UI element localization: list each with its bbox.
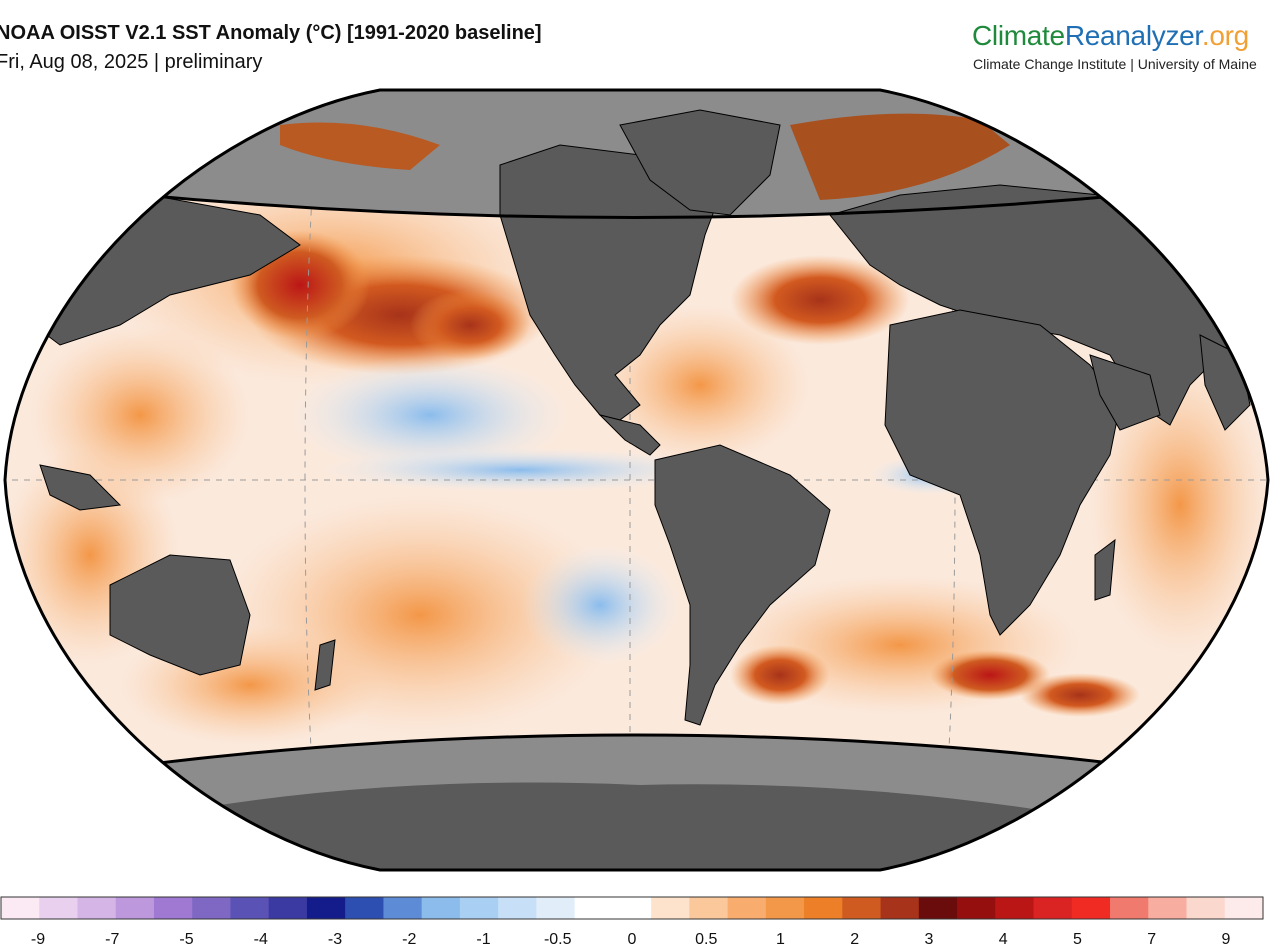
colorbar-swatch [39,897,78,919]
colorbar-tick-label: -1 [476,931,490,948]
colorbar-swatch [1071,897,1111,919]
colorbar-tick-label: 0.5 [695,931,717,948]
arabia [1089,354,1161,431]
indonesia [39,464,122,511]
colorbar-swatch [345,897,384,919]
colorbar-tick-label: 4 [999,931,1008,948]
colorbar-ticks: -9 -7 -5 -4 -3 -2 -1 -0.5 0 0.5 1 2 3 4 5 7 9 [31,931,1231,948]
sst-anomaly-map [3,88,1270,872]
colorbar-tick-label: -4 [254,931,268,948]
colorbar-tick-label: -7 [105,931,119,948]
africa [884,309,1121,636]
madagascar [1094,538,1116,601]
colorbar-tick-label: 9 [1222,931,1231,948]
colorbar-swatch [689,897,729,919]
colorbar-tick-label: -3 [328,931,342,948]
colorbar-swatch [498,897,537,919]
colorbar-swatch [1033,897,1073,919]
south-america [654,444,831,726]
colorbar-tick-label: -9 [31,931,45,948]
colorbar: -9 -7 -5 -4 -3 -2 -1 -0.5 0 0.5 1 2 3 4 5 7 9 [0,896,1264,948]
colorbar-swatch [957,897,996,919]
colorbar-frame [0,896,1264,920]
colorbar-tick-label: 3 [925,931,934,948]
map-subtitle: Fri, Aug 08, 2025 | preliminary [0,51,263,73]
colorbar-swatch [765,897,805,919]
brand-subtitle: Climate Change Institute | University of… [973,56,1257,72]
colorbar-swatch [1186,897,1226,919]
colorbar-tick-label: -5 [179,931,193,948]
colorbar-swatch [306,897,346,919]
colorbar-swatch [1148,897,1188,919]
colorbar-tick-label: 1 [776,931,785,948]
colorbar-swatch [268,897,308,919]
colorbar-tick-label: 7 [1147,931,1156,948]
colorbar-swatch [115,897,155,919]
colorbar-swatch [918,897,958,919]
colorbar-swatch [192,897,231,919]
globe-outline [3,88,1270,872]
new-zealand [314,639,336,691]
colorbar-swatch [1224,897,1264,919]
colorbar-tick-label: 5 [1073,931,1082,948]
colorbar-swatch [612,897,652,919]
map-title: NOAA OISST V2.1 SST Anomaly (°C) [1991-2… [0,22,542,44]
colorbar-swatch [230,897,270,919]
colorbar-swatch [383,897,423,919]
colorbar-swatch [727,897,767,919]
colorbar-swatch [804,897,843,919]
colorbar-swatch [651,897,690,919]
colorbar-swatch [842,897,882,919]
brand-logo-part-climate: Climate [972,20,1065,51]
colorbar-swatch [459,897,499,919]
europe-asia [829,184,1241,426]
brand-logo[interactable]: ClimateReanalyzer.org [972,20,1249,52]
brand-logo-part-org: .org [1201,20,1249,51]
arctic-warm-patch-west [280,122,440,170]
colorbar-tick-label: -2 [402,931,416,948]
australia [109,554,251,676]
globe-layer [5,90,1268,870]
arctic-warm-patch [790,113,1010,200]
colorbar-swatch [995,897,1035,919]
colorbar-tick-label: 0 [628,931,637,948]
colorbar-swatch [536,897,576,919]
colorbar-swatch [77,897,117,919]
colorbar-tick-label: 2 [850,931,859,948]
antarctica [200,782,1060,870]
colorbar-tick-label: -0.5 [544,931,572,948]
central-america [598,414,661,456]
colorbar-swatch [1110,897,1149,919]
greenland [619,109,781,216]
colorbar-swatch [880,897,920,919]
colorbar-swatch [1,897,40,919]
colorbar-swatch [421,897,461,919]
colorbar-swatch [153,897,193,919]
colorbar-swatch [574,897,614,919]
brand-logo-part-reanalyzer: Reanalyzer [1064,20,1202,51]
colorbar-swatches [1,897,1264,919]
